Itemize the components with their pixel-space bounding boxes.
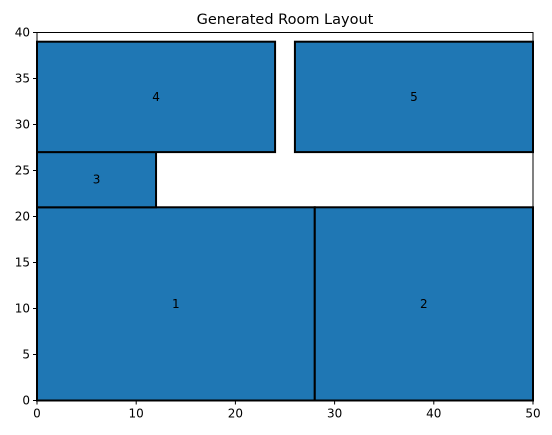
y-tick-label: 0 — [22, 394, 30, 408]
room-rect — [293, 40, 535, 154]
y-tick-label: 5 — [22, 348, 30, 362]
room-label: 4 — [152, 90, 160, 104]
room-1: 1 — [36, 206, 316, 402]
y-tick-label: 20 — [15, 210, 30, 224]
room-4: 4 — [36, 40, 277, 154]
y-tick-label: 10 — [15, 302, 30, 316]
room-rect — [36, 40, 277, 154]
room-rect — [313, 206, 535, 402]
x-tick-label: 10 — [129, 407, 144, 421]
rooms-layer: 1 2 3 4 5 — [36, 40, 535, 402]
y-tick-label: 40 — [15, 26, 30, 40]
x-axis: 0 10 20 30 40 50 — [33, 400, 541, 421]
y-axis: 0 5 10 15 20 25 30 35 40 — [15, 26, 37, 408]
chart-title: Generated Room Layout — [197, 12, 374, 28]
room-label: 3 — [93, 173, 101, 187]
room-3: 3 — [36, 151, 158, 209]
x-tick-label: 50 — [525, 407, 540, 421]
room-label: 2 — [420, 297, 428, 311]
room-rect — [36, 206, 316, 402]
y-tick-label: 35 — [15, 72, 30, 86]
room-5: 5 — [293, 40, 535, 154]
room-2: 2 — [313, 206, 535, 402]
x-tick-label: 0 — [33, 407, 41, 421]
x-tick-label: 40 — [426, 407, 441, 421]
x-tick-label: 20 — [228, 407, 243, 421]
room-label: 1 — [172, 297, 180, 311]
room-label: 5 — [410, 90, 418, 104]
x-tick-label: 30 — [327, 407, 342, 421]
y-tick-label: 25 — [15, 164, 30, 178]
y-tick-label: 15 — [15, 256, 30, 270]
y-tick-label: 30 — [15, 118, 30, 132]
